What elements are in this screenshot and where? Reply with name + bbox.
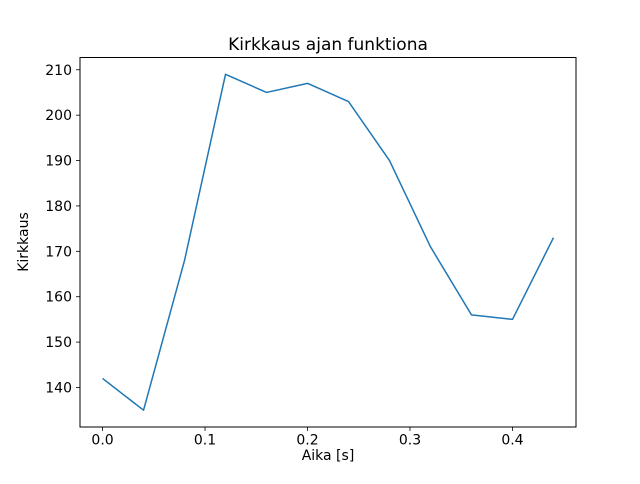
plot-area: 0.0 0.1 0.2 0.3 0.4 140 150 160 170 180 190 200 210 — [45, 57, 577, 449]
y-tick-label: 170 — [45, 244, 72, 260]
x-tick-label: 0.0 — [91, 433, 113, 449]
y-tick-label: 160 — [45, 290, 72, 306]
x-axis-label: Aika [s] — [302, 448, 355, 464]
x-tick-label: 0.3 — [399, 433, 421, 449]
data-line — [102, 73, 555, 411]
x-ticks: 0.0 0.1 0.2 0.3 0.4 — [91, 427, 524, 449]
y-tick-label: 210 — [45, 63, 72, 79]
y-ticks: 140 150 160 170 180 190 200 210 — [45, 63, 80, 397]
y-axis-label: Kirkkaus — [16, 212, 32, 272]
y-tick-label: 150 — [45, 335, 72, 351]
y-tick-label: 190 — [45, 154, 72, 170]
y-tick-label: 140 — [45, 381, 72, 397]
y-tick-label: 200 — [45, 108, 72, 124]
plot-border — [79, 57, 577, 428]
chart-title: Kirkkaus ajan funktiona — [228, 35, 428, 55]
x-tick-label: 0.4 — [501, 433, 523, 449]
y-tick-label: 180 — [45, 199, 72, 215]
x-tick-label: 0.2 — [296, 433, 318, 449]
x-tick-label: 0.1 — [194, 433, 216, 449]
